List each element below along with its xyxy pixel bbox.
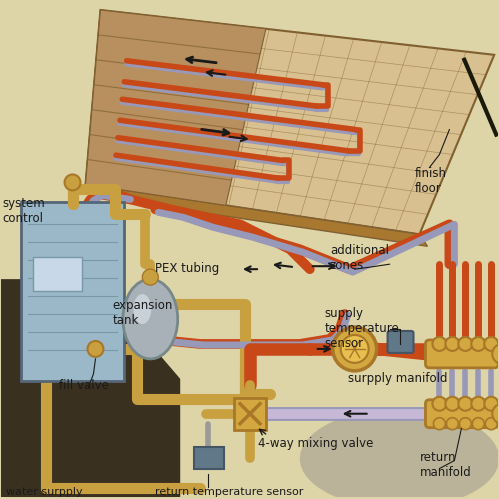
Polygon shape — [85, 185, 428, 246]
Circle shape — [333, 327, 377, 371]
FancyBboxPatch shape — [426, 340, 498, 368]
Text: fill valve: fill valve — [58, 379, 108, 392]
Text: supply
temperature
sensor: supply temperature sensor — [325, 307, 400, 350]
Text: 4-way mixing valve: 4-way mixing valve — [258, 437, 373, 450]
Circle shape — [434, 418, 446, 430]
Circle shape — [446, 397, 460, 411]
Circle shape — [459, 337, 473, 351]
Text: system
control: system control — [3, 198, 45, 226]
Text: return
manifold: return manifold — [420, 451, 471, 479]
Circle shape — [341, 335, 369, 363]
Text: return temperature sensor: return temperature sensor — [155, 487, 304, 497]
Circle shape — [447, 418, 459, 430]
Text: finish
floor: finish floor — [415, 168, 447, 196]
FancyBboxPatch shape — [388, 331, 414, 353]
FancyBboxPatch shape — [194, 447, 224, 469]
FancyBboxPatch shape — [426, 400, 498, 428]
Circle shape — [446, 337, 460, 351]
Circle shape — [64, 175, 80, 191]
Circle shape — [473, 418, 484, 430]
FancyBboxPatch shape — [20, 203, 124, 381]
Circle shape — [472, 397, 485, 411]
Circle shape — [484, 337, 498, 351]
Circle shape — [87, 341, 103, 357]
Text: water surpply: water surpply — [6, 487, 82, 497]
Circle shape — [484, 397, 498, 411]
Text: expansion
tank: expansion tank — [112, 299, 173, 327]
Circle shape — [460, 418, 472, 430]
Circle shape — [492, 404, 499, 424]
Polygon shape — [85, 10, 266, 206]
Circle shape — [492, 344, 499, 364]
Text: additional
zones: additional zones — [330, 244, 389, 272]
Text: PEX tubing: PEX tubing — [155, 262, 220, 275]
Polygon shape — [85, 10, 108, 197]
Circle shape — [472, 337, 485, 351]
FancyBboxPatch shape — [234, 398, 266, 430]
Circle shape — [433, 397, 447, 411]
Polygon shape — [1, 279, 180, 498]
FancyBboxPatch shape — [32, 257, 81, 291]
Text: surpply manifold: surpply manifold — [348, 372, 447, 385]
Circle shape — [459, 397, 473, 411]
Ellipse shape — [123, 279, 178, 359]
Circle shape — [485, 418, 497, 430]
Ellipse shape — [133, 294, 151, 324]
Ellipse shape — [300, 409, 499, 499]
Polygon shape — [85, 10, 494, 234]
Circle shape — [433, 337, 447, 351]
Circle shape — [142, 269, 158, 285]
